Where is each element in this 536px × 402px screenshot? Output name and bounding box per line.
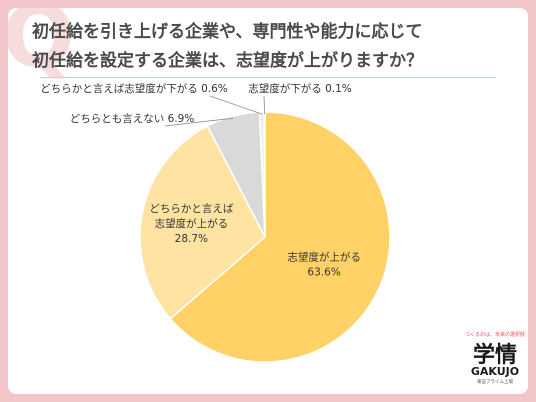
slice-label-1: 志望度が上がる 63.6% — [287, 251, 361, 279]
title-divider — [40, 77, 496, 78]
chart-title: 初任給を引き上げる企業や、専門性や能力に応じて 初任給を設定する企業は、志望度が… — [32, 18, 512, 76]
logo-mark-text: 学情 — [473, 342, 517, 368]
question-mark-decoration: Q — [8, 8, 76, 87]
pie-slice-5 — [263, 111, 266, 238]
title-line-1: 初任給を引き上げる企業や、専門性や能力に応じて — [32, 22, 423, 42]
pie-slice-1 — [169, 111, 391, 363]
leader-line-4 — [209, 95, 263, 115]
gakujo-logo: つくるのは、未来の選択肢 学情 GAKUJO 東証プライム上場 — [460, 328, 530, 388]
pie-slice-2 — [139, 124, 266, 320]
gakujo-logo-mark: つくるのは、未来の選択肢 学情 GAKUJO 東証プライム上場 — [465, 331, 525, 385]
logo-sub-text: 東証プライム上場 — [477, 378, 513, 385]
leader-line-3 — [164, 117, 234, 127]
title-line-2: 初任給を設定する企業は、志望度が上がりますか？ — [32, 51, 423, 71]
slice-label-5: 志望度が下がる 0.1% — [248, 82, 352, 95]
slice-label-4: どちらかと言えば志望度が下がる 0.6% — [40, 82, 228, 95]
slice-label-2: どちらかと言えば志望度が上がる 28.7% — [149, 202, 233, 245]
slice-label-3: どちらとも言えない 6.9% — [70, 112, 195, 125]
leader-line-5 — [263, 95, 266, 115]
logo-tagline: つくるのは、未来の選択肢 — [465, 331, 525, 338]
logo-brand-text: GAKUJO — [471, 365, 519, 378]
